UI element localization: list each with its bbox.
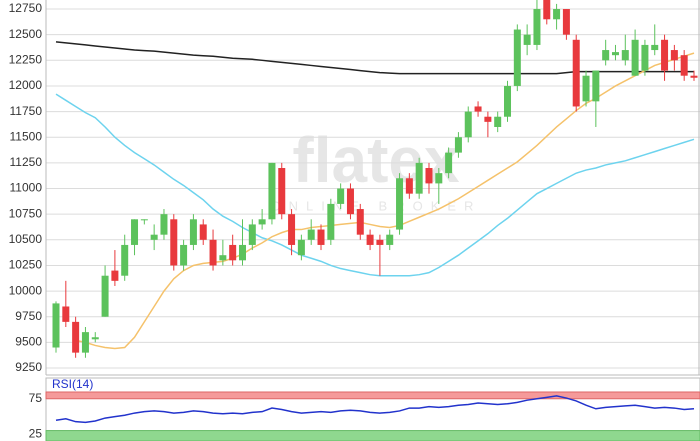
candle-body: [464, 111, 472, 138]
candle-body: [307, 229, 315, 240]
candle-body: [81, 332, 89, 353]
candle-body: [661, 39, 669, 71]
candle-body: [229, 244, 237, 261]
candle-body: [651, 44, 659, 51]
candle-body: [346, 188, 354, 215]
candle-body: [376, 239, 384, 245]
y-tick-label: 10250: [9, 258, 43, 272]
y-tick-label: 12750: [9, 1, 43, 15]
candle-body: [189, 219, 197, 245]
candle-body: [680, 55, 688, 76]
candle-body: [562, 9, 570, 35]
candle-body: [386, 234, 394, 245]
candle-body: [543, 0, 551, 20]
rsi-lower-band: [45, 430, 700, 441]
candle-body: [297, 239, 305, 256]
y-tick-label: 10500: [9, 232, 43, 246]
rsi-label: RSI(14): [52, 377, 93, 391]
candle-body: [356, 209, 364, 235]
candle-body: [445, 152, 453, 174]
candle-body: [435, 173, 443, 184]
candle-body: [533, 9, 541, 45]
candle-body: [288, 214, 296, 245]
y-tick-label: 11000: [10, 181, 43, 195]
candle-body: [278, 168, 286, 215]
candle-body: [199, 224, 207, 240]
candle-body: [474, 106, 482, 112]
candle-body: [494, 116, 502, 127]
y-tick-label: 11500: [10, 129, 43, 143]
candle-body: [62, 306, 70, 322]
candle-body: [631, 39, 639, 76]
candle-body: [523, 34, 531, 45]
candle-body: [131, 219, 139, 245]
candle-body: [268, 162, 276, 220]
candle-body: [52, 303, 60, 348]
candle-body: [337, 188, 345, 204]
candle-body: [219, 255, 227, 261]
candle-body: [582, 75, 590, 102]
candle-body: [553, 9, 561, 20]
candle-body: [91, 337, 99, 340]
y-tick-label: 11250: [10, 155, 43, 169]
candle-body: [572, 39, 580, 107]
rsi-tick-label: 25: [29, 427, 43, 441]
candle-body: [425, 168, 433, 184]
candle-body: [180, 244, 188, 266]
y-tick-label: 9250: [15, 360, 42, 374]
candle-body: [405, 178, 413, 194]
moving-average: [75, 52, 695, 350]
candle-body: [160, 214, 168, 235]
moving-average: [55, 41, 694, 75]
candle-body: [641, 44, 649, 71]
candle-body: [209, 239, 217, 266]
y-tick-label: 9500: [15, 335, 42, 349]
candle-body: [258, 219, 266, 225]
candle-body: [454, 137, 462, 153]
candle-body: [170, 219, 178, 266]
y-tick-label: 12500: [9, 27, 43, 41]
y-tick-label: 10750: [9, 206, 43, 220]
y-tick-label: 12250: [9, 52, 43, 66]
candle-body: [602, 50, 610, 61]
watermark-subtitle: ONLINE BROKER: [271, 198, 482, 213]
candle-body: [101, 275, 109, 317]
candle-body: [327, 203, 335, 240]
candle-body: [621, 50, 629, 61]
candle-body: [317, 229, 325, 245]
rsi-tick-label: 75: [29, 391, 43, 405]
candle-body: [248, 224, 256, 245]
candle-body: [111, 270, 119, 281]
y-tick-label: 11750: [10, 104, 43, 118]
y-tick-label: 10000: [9, 283, 43, 297]
candle-body: [238, 244, 246, 261]
moving-average: [55, 93, 695, 277]
candle-body: [396, 178, 404, 230]
candle-body: [415, 162, 423, 194]
y-tick-label: 9750: [15, 309, 42, 323]
watermark: flatex: [292, 124, 460, 196]
candle-body: [121, 244, 129, 276]
candle-body: [72, 321, 80, 353]
candle-body: [611, 52, 619, 56]
rsi-upper-band: [45, 391, 700, 400]
candle-body: [504, 85, 512, 117]
candle-body: [484, 116, 492, 122]
candle-body: [140, 219, 148, 221]
candle-body: [670, 50, 678, 61]
candle-body: [366, 234, 374, 245]
rsi-line: [55, 395, 695, 424]
candle-body: [513, 29, 521, 86]
candle-body: [150, 234, 158, 240]
y-tick-label: 12000: [9, 78, 43, 92]
candle-body: [592, 70, 600, 102]
candle-body: [690, 75, 698, 78]
